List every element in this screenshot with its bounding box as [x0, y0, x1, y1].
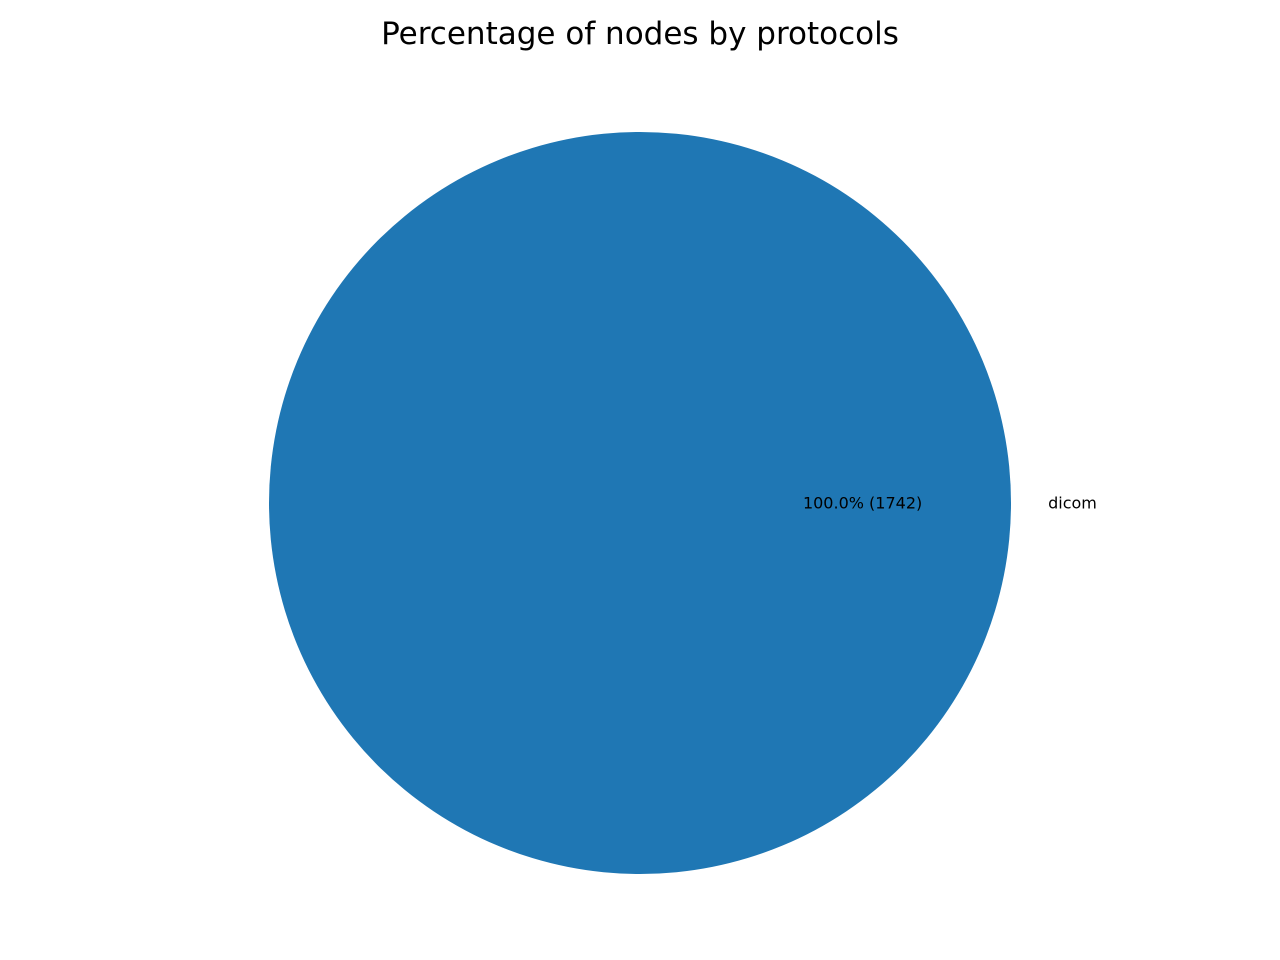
slice-percent-label-dicom: 100.0% (1742): [803, 494, 922, 513]
pie-slice-dicom: [269, 132, 1011, 874]
pie-slices: [269, 132, 1011, 874]
chart-title: Percentage of nodes by protocols: [381, 16, 899, 52]
pie-labels: dicom 100.0% (1742): [803, 494, 1097, 513]
slice-label-dicom: dicom: [1048, 494, 1097, 513]
